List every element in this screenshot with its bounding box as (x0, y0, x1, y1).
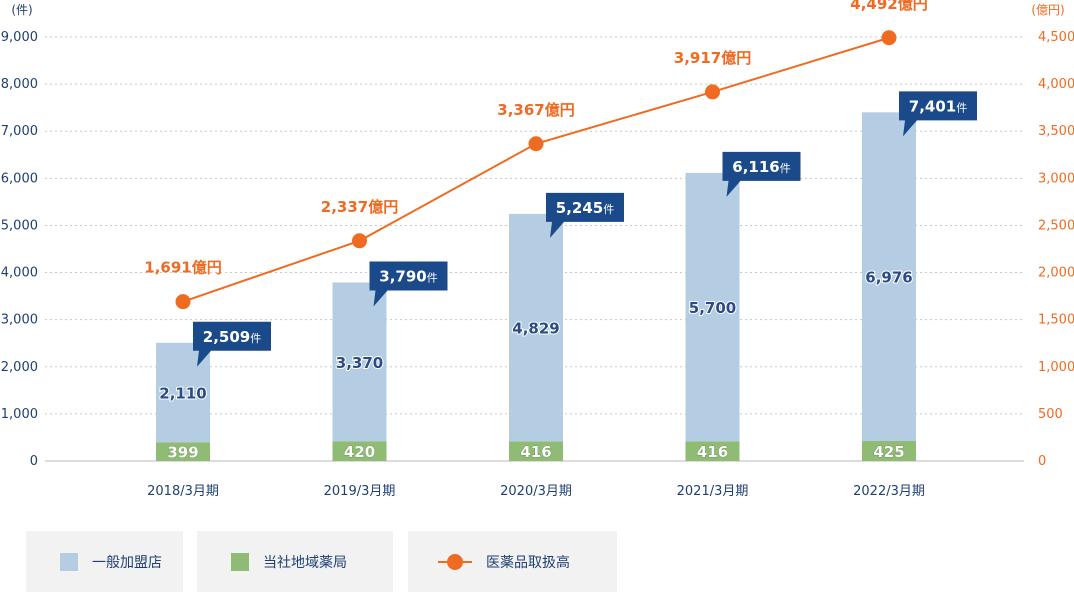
total-callout (546, 192, 624, 238)
bar-value-label-general: 6,976 (865, 269, 912, 287)
chart-plot: 0 1,000 2,000 3,000 4,000 5,000 6,000 7,000 8,00… (1, 0, 1074, 499)
x-tick-label: 2020/3月期 (500, 484, 572, 499)
total-callout-label: 7,401件 (909, 97, 967, 115)
bar-own-pharmacies (685, 441, 740, 461)
x-tick-label: 2022/3月期 (853, 484, 925, 499)
line-point (175, 294, 191, 310)
bar-value-label-own: 420 (344, 443, 375, 461)
bar-value-label-general: 4,829 (512, 320, 559, 338)
bar-value-label-general: 3,370 (336, 354, 383, 372)
legend-label: 医薬品取扱高 (486, 554, 570, 571)
y-right-tick-label: 1,000 (1038, 360, 1074, 375)
y-left-tick-label: 9,000 (1, 30, 38, 45)
legend-swatch-green (231, 552, 249, 571)
y-left-unit-label: (件) (11, 3, 32, 17)
y-right-tick-label: 2,000 (1038, 266, 1074, 281)
bar-general-stores (332, 282, 387, 442)
y-right-unit-label: (億円) (1031, 3, 1064, 17)
total-callout (193, 321, 271, 367)
bar-value-label-general: 2,110 (159, 385, 206, 403)
x-tick-label: 2018/3月期 (147, 484, 219, 499)
y-right-tick-label: 0 (1038, 454, 1046, 469)
x-tick-label: 2019/3月期 (324, 484, 396, 499)
legend-item-drug-handling: 医薬品取扱高 (408, 531, 617, 592)
x-tick-label: 2021/3月期 (677, 484, 749, 499)
line-value-label: 3,367億円 (497, 101, 574, 119)
y-right-tick-label: 1,500 (1038, 313, 1074, 328)
line-value-label: 4,492億円 (850, 0, 927, 13)
line-point (528, 136, 544, 152)
bar-value-label-own: 416 (697, 443, 728, 461)
y-left-tick-label: 3,000 (1, 313, 38, 328)
y-right-tick-label: 500 (1038, 407, 1063, 422)
y-left-tick-label: 5,000 (1, 218, 38, 233)
legend-line-marker (438, 553, 472, 570)
legend-item-own-pharmacies: 当社地域薬局 (197, 531, 393, 592)
total-callout (369, 261, 448, 307)
bar-own-pharmacies (156, 442, 210, 461)
y-left-tick-label: 7,000 (1, 124, 38, 139)
total-callout (899, 91, 977, 137)
line-value-label: 2,337億円 (321, 198, 398, 216)
bar-own-pharmacies (509, 441, 563, 461)
y-right-tick-label: 3,000 (1038, 171, 1074, 186)
y-left-tick-label: 6,000 (1, 171, 38, 186)
total-callout-label: 5,245件 (556, 199, 614, 217)
bar-value-label-general: 5,700 (689, 299, 736, 317)
y-right-tick-label: 4,500 (1038, 30, 1074, 45)
y-left-tick-label: 2,000 (1, 360, 38, 375)
bar-value-label-own: 425 (873, 443, 904, 461)
line-point (881, 30, 897, 46)
y-right-tick-label: 4,000 (1038, 77, 1074, 92)
legend-label: 当社地域薬局 (263, 554, 347, 571)
bar-value-label-own: 399 (167, 444, 198, 462)
y-right-tick-label: 2,500 (1038, 218, 1074, 233)
line-point (352, 233, 367, 249)
bar-own-pharmacies (332, 441, 387, 461)
total-callout-label: 2,509件 (203, 328, 261, 346)
legend-swatch-blue (60, 552, 78, 571)
y-left-tick-label: 8,000 (1, 77, 38, 92)
line-value-label: 1,691億円 (144, 259, 221, 277)
y-left-tick-label: 4,000 (1, 266, 38, 281)
line-point (705, 84, 720, 100)
legend-label: 一般加盟店 (92, 554, 162, 571)
bar-general-stores (862, 112, 916, 441)
total-callout (722, 151, 801, 197)
y-left-tick-label: 0 (30, 454, 38, 469)
bar-own-pharmacies (862, 440, 916, 461)
y-left-tick-label: 1,000 (1, 407, 38, 422)
bar-general-stores (509, 213, 563, 442)
total-callout-label: 3,790件 (379, 267, 437, 285)
y-right-tick-label: 3,500 (1038, 124, 1074, 139)
bar-general-stores (685, 172, 740, 442)
total-callout-label: 6,116件 (732, 158, 790, 176)
line-value-label: 3,917億円 (674, 49, 751, 67)
bar-value-label-own: 416 (520, 443, 551, 461)
legend-item-general-stores: 一般加盟店 (26, 531, 183, 592)
